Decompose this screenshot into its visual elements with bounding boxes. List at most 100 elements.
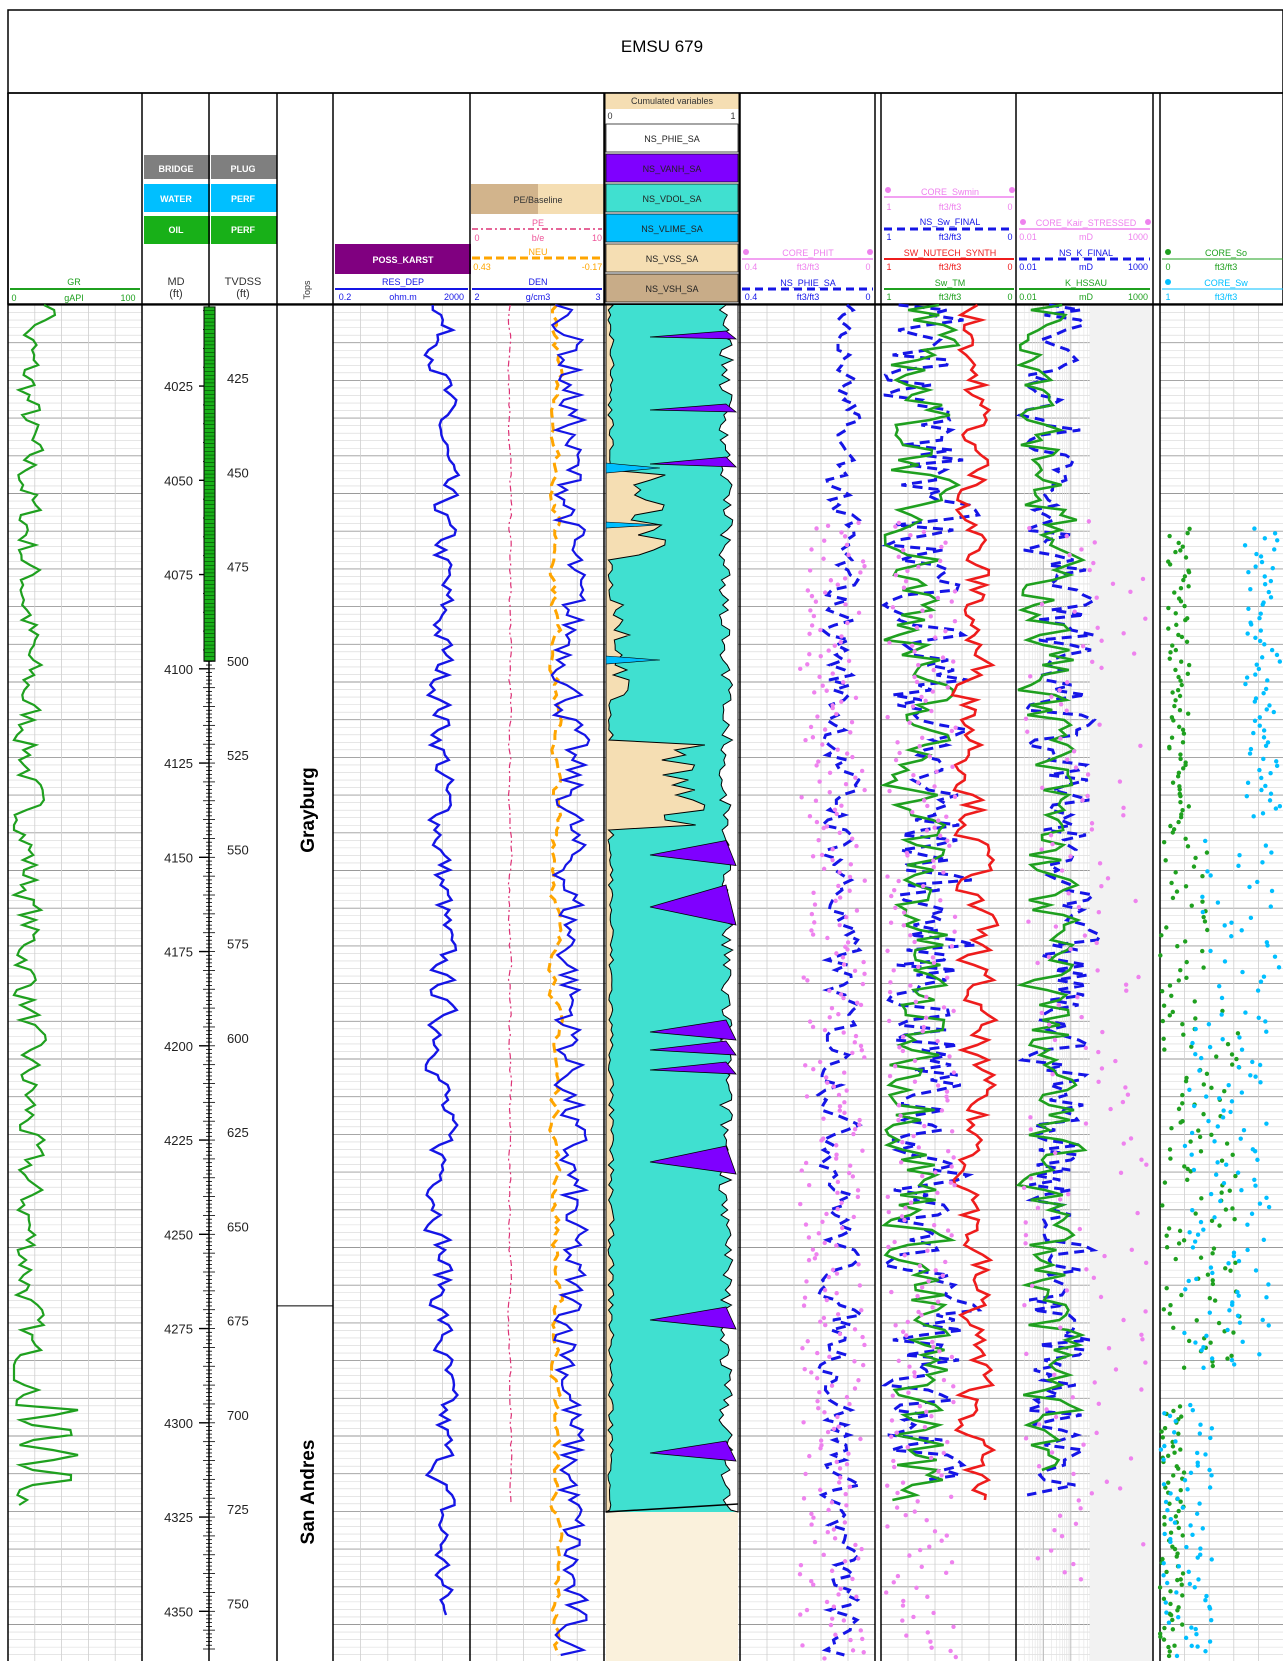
core-phit-point: [803, 1471, 808, 1477]
core-kair-point: [1098, 1294, 1104, 1300]
core-swmin-point: [891, 1458, 896, 1464]
core-sw-point: [1256, 666, 1262, 672]
core-so-point: [1209, 1132, 1214, 1137]
core-swmin-point: [886, 1209, 891, 1215]
core-so-point: [1234, 1056, 1239, 1062]
core-so-point: [1177, 787, 1182, 792]
core-phit-point: [858, 1002, 864, 1008]
core-sw-point: [1219, 1012, 1224, 1017]
core-sw-point: [1208, 873, 1213, 878]
core-kair-point: [1099, 1066, 1105, 1071]
core-phit-point: [856, 610, 862, 616]
core-phit-point: [801, 1496, 807, 1501]
core-kair-point: [1080, 797, 1085, 803]
core-phit-point: [835, 1190, 840, 1195]
core-kair-point: [1113, 1367, 1119, 1372]
core-phit-point: [818, 1438, 824, 1443]
core-swmin-point: [895, 1573, 901, 1579]
core-sw-point: [1187, 1581, 1193, 1587]
core-phit-point: [843, 602, 848, 607]
core-kair-point: [1023, 1232, 1029, 1238]
core-swmin-point: [950, 764, 955, 770]
core-sw-point: [1252, 699, 1258, 704]
core-swmin-point: [930, 1339, 935, 1345]
core-so-point: [1200, 948, 1205, 954]
core-phit-point: [815, 714, 820, 719]
core-sw-point: [1228, 1109, 1233, 1115]
core-phit-point: [817, 1389, 822, 1395]
core-phit-point: [842, 1110, 847, 1116]
core-kair-point: [1123, 1085, 1128, 1090]
core-phit-point: [859, 1546, 864, 1552]
core-phit-point: [807, 1453, 812, 1459]
core-swmin-point: [908, 933, 913, 938]
core-phit-point: [860, 981, 866, 987]
den-curve: [550, 303, 591, 1657]
core-phit-point: [823, 1075, 829, 1080]
core-so-point: [1157, 1631, 1163, 1636]
core-phit-point: [839, 1225, 845, 1231]
core-swmin-point: [949, 728, 955, 734]
core-sw-point: [1222, 959, 1228, 964]
core-kair-point: [1076, 1498, 1081, 1503]
core-swmin-point: [937, 1349, 942, 1354]
core-sw-point: [1167, 1413, 1173, 1419]
core-sw-point: [1239, 1090, 1245, 1095]
core-sw-point: [1209, 1426, 1215, 1431]
core-kair-point: [1053, 924, 1059, 929]
core-swmin-point: [912, 1079, 918, 1084]
pe-min: 0: [474, 233, 479, 243]
core-phit-point: [862, 971, 867, 977]
core-sw-point: [1207, 1467, 1212, 1473]
core-sw-point: [1277, 659, 1283, 664]
core-so-point: [1173, 549, 1178, 555]
core-sw-point: [1255, 1157, 1260, 1163]
core-sw-point: [1221, 1108, 1226, 1113]
core-phit-point: [850, 1174, 856, 1179]
core-kair-point: [1121, 631, 1126, 636]
core-sw-point: [1250, 1059, 1255, 1065]
core-sw-point: [1247, 884, 1252, 890]
core-kair-point: [1025, 729, 1030, 734]
core-so-point: [1166, 1480, 1171, 1485]
core-sw-point: [1195, 1644, 1200, 1649]
core-so-point: [1169, 735, 1175, 740]
core-kair-unit: mD: [1079, 232, 1093, 242]
core-sw-point: [1173, 1439, 1178, 1444]
core-kair-point: [1046, 1022, 1052, 1027]
core-kair-point: [1113, 1058, 1118, 1064]
core-kair-point: [1067, 552, 1072, 558]
core-sw-point: [1267, 703, 1272, 708]
core-sw-point: [1253, 672, 1258, 677]
core-sw-point: [1245, 780, 1251, 786]
core-swmin-point: [945, 1228, 951, 1233]
core-kair-point: [1078, 1577, 1084, 1582]
core-phit-point: [833, 1632, 838, 1638]
core-sw-point: [1223, 1162, 1229, 1167]
core-phit-point: [838, 1475, 843, 1480]
core-so-point: [1176, 1106, 1182, 1112]
core-phit-point: [832, 807, 838, 813]
core-swmin-point: [931, 1223, 937, 1228]
core-phit-point: [854, 843, 859, 849]
core-so-point: [1178, 599, 1184, 604]
core-sw-point: [1184, 1544, 1189, 1550]
core-sw-point: [1260, 860, 1265, 865]
tvdss-tick-label: 600: [227, 1031, 249, 1046]
core-phit-point: [810, 1024, 816, 1030]
core-sw-point: [1265, 678, 1270, 683]
cum-vanh-spike: [649, 456, 738, 468]
res-dep-curve: [422, 304, 461, 1616]
core-sw-point: [1215, 1160, 1220, 1165]
core-swmin-point: [912, 1373, 917, 1379]
core-swmin-point: [952, 589, 958, 594]
core-sw-point: [1212, 1139, 1217, 1144]
core-kair-point: [1140, 1337, 1145, 1342]
core-phit-point: [829, 1005, 835, 1011]
core-sw-point: [1235, 1313, 1241, 1319]
core-kair-point: [1105, 876, 1111, 881]
core-sw-point: [1189, 1130, 1195, 1136]
core-phit-point: [822, 1027, 828, 1033]
core-sw-point: [1229, 920, 1234, 925]
core-so-point: [1164, 1285, 1169, 1291]
